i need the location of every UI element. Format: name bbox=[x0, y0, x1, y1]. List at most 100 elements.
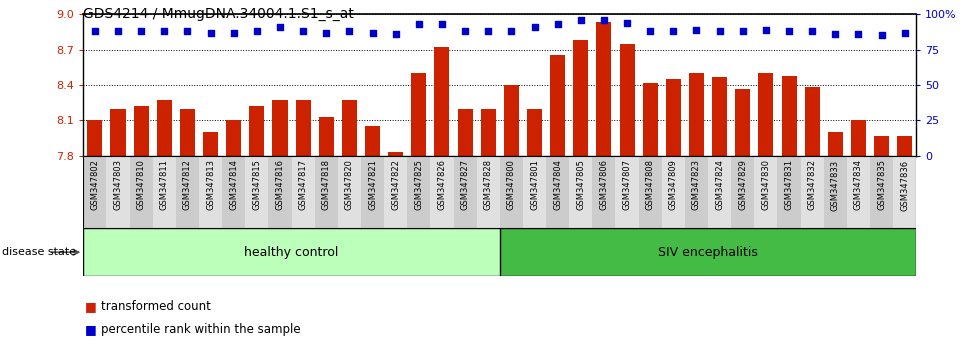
Bar bbox=[546, 156, 569, 228]
Bar bbox=[296, 100, 311, 156]
Bar bbox=[708, 156, 731, 228]
Bar bbox=[665, 79, 681, 156]
Bar bbox=[83, 156, 107, 228]
Bar bbox=[203, 132, 219, 156]
Text: GSM347800: GSM347800 bbox=[507, 159, 515, 210]
Text: GSM347833: GSM347833 bbox=[831, 159, 840, 211]
Bar bbox=[408, 156, 430, 228]
Bar bbox=[153, 156, 175, 228]
Text: GSM347832: GSM347832 bbox=[808, 159, 816, 210]
Bar bbox=[874, 136, 889, 156]
Point bbox=[504, 28, 519, 34]
Bar bbox=[342, 100, 357, 156]
Bar bbox=[847, 156, 870, 228]
Text: GSM347810: GSM347810 bbox=[136, 159, 146, 210]
Point bbox=[249, 28, 265, 34]
Bar bbox=[619, 44, 635, 156]
Bar bbox=[685, 156, 708, 228]
Bar bbox=[87, 120, 102, 156]
Bar bbox=[662, 156, 685, 228]
Text: ■: ■ bbox=[85, 300, 97, 313]
Bar bbox=[83, 228, 500, 276]
Bar bbox=[269, 156, 292, 228]
Point bbox=[526, 24, 542, 30]
Bar bbox=[365, 126, 380, 156]
Text: GSM347805: GSM347805 bbox=[576, 159, 585, 210]
Text: GSM347802: GSM347802 bbox=[90, 159, 99, 210]
Bar bbox=[133, 106, 149, 156]
Point bbox=[851, 31, 866, 37]
Point bbox=[711, 28, 727, 34]
Text: percentile rank within the sample: percentile rank within the sample bbox=[101, 323, 301, 336]
Text: GSM347813: GSM347813 bbox=[206, 159, 215, 210]
Bar bbox=[759, 73, 773, 156]
Point bbox=[642, 28, 658, 34]
Bar bbox=[615, 156, 639, 228]
Bar bbox=[828, 132, 843, 156]
Bar bbox=[689, 73, 704, 156]
Text: disease state: disease state bbox=[2, 247, 76, 257]
Bar bbox=[175, 156, 199, 228]
Text: GSM347826: GSM347826 bbox=[437, 159, 447, 210]
Bar bbox=[434, 47, 450, 156]
Bar bbox=[851, 120, 866, 156]
Point bbox=[133, 28, 149, 34]
Text: ■: ■ bbox=[85, 323, 97, 336]
Text: GSM347830: GSM347830 bbox=[761, 159, 770, 210]
Point bbox=[665, 28, 681, 34]
Text: GSM347815: GSM347815 bbox=[252, 159, 262, 210]
Text: GSM347808: GSM347808 bbox=[646, 159, 655, 210]
Point bbox=[596, 17, 612, 23]
Text: GSM347827: GSM347827 bbox=[461, 159, 469, 210]
Bar bbox=[430, 156, 454, 228]
Text: SIV encephalitis: SIV encephalitis bbox=[659, 246, 758, 259]
Text: GSM347823: GSM347823 bbox=[692, 159, 701, 210]
Text: GDS4214 / MmugDNA.34004.1.S1_s_at: GDS4214 / MmugDNA.34004.1.S1_s_at bbox=[83, 7, 354, 21]
Bar bbox=[318, 117, 334, 156]
Bar bbox=[129, 156, 153, 228]
Point bbox=[874, 33, 890, 38]
Bar bbox=[361, 156, 384, 228]
Bar bbox=[801, 156, 824, 228]
Bar bbox=[292, 156, 315, 228]
Bar bbox=[157, 100, 172, 156]
Text: GSM347816: GSM347816 bbox=[275, 159, 284, 210]
Bar bbox=[731, 156, 755, 228]
Point bbox=[458, 28, 473, 34]
Text: GSM347804: GSM347804 bbox=[553, 159, 563, 210]
Bar bbox=[226, 120, 241, 156]
Bar bbox=[805, 87, 819, 156]
Bar bbox=[107, 156, 129, 228]
Text: healthy control: healthy control bbox=[244, 246, 339, 259]
Text: GSM347807: GSM347807 bbox=[622, 159, 631, 210]
Bar bbox=[476, 156, 500, 228]
Bar bbox=[712, 77, 727, 156]
Point bbox=[365, 30, 380, 35]
Point bbox=[203, 30, 219, 35]
Text: GSM347801: GSM347801 bbox=[530, 159, 539, 210]
Bar bbox=[527, 109, 542, 156]
Point bbox=[897, 30, 912, 35]
Text: GSM347814: GSM347814 bbox=[229, 159, 238, 210]
Point bbox=[388, 31, 404, 37]
Text: GSM347820: GSM347820 bbox=[345, 159, 354, 210]
Bar bbox=[893, 156, 916, 228]
Bar bbox=[180, 109, 195, 156]
Point bbox=[434, 21, 450, 27]
Bar bbox=[777, 156, 801, 228]
Text: GSM347824: GSM347824 bbox=[715, 159, 724, 210]
Text: GSM347809: GSM347809 bbox=[668, 159, 678, 210]
Text: GSM347812: GSM347812 bbox=[183, 159, 192, 210]
Point bbox=[225, 30, 241, 35]
Bar bbox=[500, 156, 523, 228]
Point bbox=[781, 28, 797, 34]
Bar bbox=[249, 106, 265, 156]
Text: GSM347836: GSM347836 bbox=[901, 159, 909, 211]
Text: GSM347817: GSM347817 bbox=[299, 159, 308, 210]
Text: GSM347828: GSM347828 bbox=[484, 159, 493, 210]
Text: GSM347811: GSM347811 bbox=[160, 159, 169, 210]
Point bbox=[179, 28, 195, 34]
Bar bbox=[781, 75, 797, 156]
Bar bbox=[222, 156, 245, 228]
Point bbox=[272, 24, 288, 30]
